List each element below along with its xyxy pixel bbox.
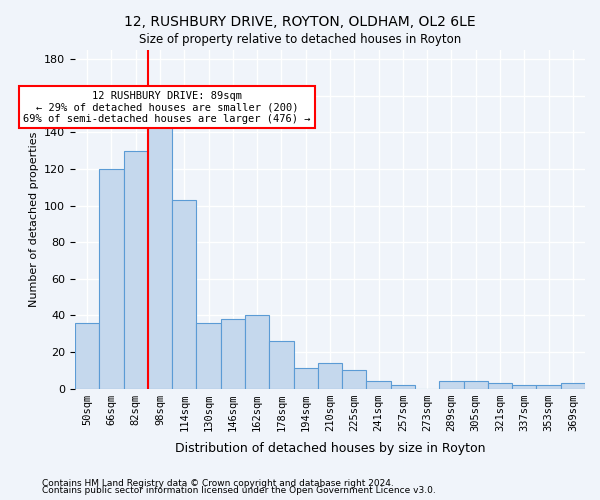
- Bar: [488, 383, 512, 388]
- Text: 12 RUSHBURY DRIVE: 89sqm
← 29% of detached houses are smaller (200)
69% of semi-: 12 RUSHBURY DRIVE: 89sqm ← 29% of detach…: [23, 90, 311, 124]
- Bar: [269, 341, 293, 388]
- Bar: [148, 125, 172, 388]
- Bar: [342, 370, 367, 388]
- Y-axis label: Number of detached properties: Number of detached properties: [29, 132, 38, 307]
- Bar: [536, 385, 561, 388]
- Bar: [293, 368, 318, 388]
- Bar: [367, 381, 391, 388]
- Bar: [196, 322, 221, 388]
- Bar: [512, 385, 536, 388]
- Text: Size of property relative to detached houses in Royton: Size of property relative to detached ho…: [139, 32, 461, 46]
- Bar: [391, 385, 415, 388]
- Bar: [561, 383, 585, 388]
- Bar: [100, 169, 124, 388]
- X-axis label: Distribution of detached houses by size in Royton: Distribution of detached houses by size …: [175, 442, 485, 455]
- Bar: [318, 363, 342, 388]
- Text: Contains HM Land Registry data © Crown copyright and database right 2024.: Contains HM Land Registry data © Crown c…: [42, 478, 394, 488]
- Bar: [464, 381, 488, 388]
- Text: Contains public sector information licensed under the Open Government Licence v3: Contains public sector information licen…: [42, 486, 436, 495]
- Bar: [124, 150, 148, 388]
- Bar: [221, 319, 245, 388]
- Bar: [75, 322, 100, 388]
- Bar: [439, 381, 464, 388]
- Bar: [245, 316, 269, 388]
- Text: 12, RUSHBURY DRIVE, ROYTON, OLDHAM, OL2 6LE: 12, RUSHBURY DRIVE, ROYTON, OLDHAM, OL2 …: [124, 15, 476, 29]
- Bar: [172, 200, 196, 388]
